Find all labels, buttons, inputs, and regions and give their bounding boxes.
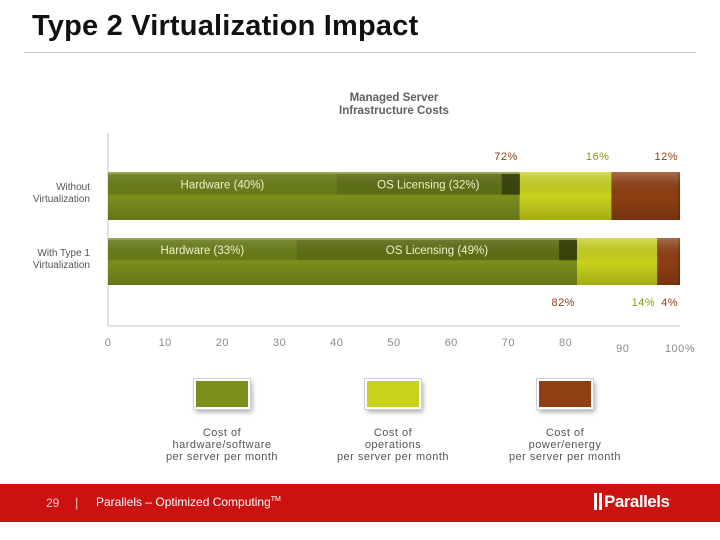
row-label: Virtualization <box>33 260 90 271</box>
segment-label: 16% <box>586 151 610 163</box>
footer-tagline: Parallels – Optimized ComputingTM <box>96 495 281 509</box>
sub-segment-label: Hardware (33%) <box>161 245 245 257</box>
sub-segment-label: OS Licensing (32%) <box>377 179 479 191</box>
legend-label-power-energy: Cost of power/energy per server per mont… <box>508 427 622 463</box>
row-label: With Type 1 <box>37 248 90 259</box>
legend-label-operations: Cost of operations per server per month <box>336 427 450 463</box>
bar-segment-shade <box>577 238 658 285</box>
bar-segment-shade <box>657 238 680 285</box>
bar-edge <box>678 172 680 220</box>
x-tick-label: 100% <box>665 343 695 355</box>
sub-segment-shadow <box>501 174 520 195</box>
segment-label: 4% <box>661 297 678 309</box>
bar-segment-shade <box>108 238 578 285</box>
x-tick-label: 30 <box>273 337 286 349</box>
x-tick-label: 90 <box>616 343 629 355</box>
parallels-logo: Parallels. <box>594 492 671 514</box>
sub-segment-band <box>296 240 578 261</box>
sub-segment-band <box>108 240 297 261</box>
x-tick-label: 0 <box>105 337 112 349</box>
legend-operations: Cost of operations per server per month <box>323 375 463 463</box>
footer-bar: 29 | Parallels – Optimized ComputingTM P… <box>0 484 720 522</box>
row-label: Virtualization <box>33 194 90 205</box>
legend-power-energy: Cost of power/energy per server per mont… <box>495 375 635 463</box>
parallels-bars-icon <box>594 493 604 511</box>
legend-swatch-operations <box>365 379 421 409</box>
title-divider <box>24 52 696 53</box>
slide-title: Type 2 Virtualization Impact <box>32 10 419 42</box>
legend-swatch-hardware-software <box>194 379 250 409</box>
chart-title-line1: Managed Server <box>350 92 439 104</box>
x-tick-label: 10 <box>159 337 172 349</box>
footer-separator: | <box>75 495 79 510</box>
segment-label: 14% <box>632 297 656 309</box>
sub-segment-band <box>108 174 337 195</box>
sub-segment-label: Hardware (40%) <box>181 179 265 191</box>
bar-segment-shade <box>611 172 680 220</box>
row-label: Without <box>56 182 90 193</box>
segment-label: 72% <box>494 151 518 163</box>
page-number: 29 <box>46 496 60 510</box>
x-tick-label: 50 <box>387 337 400 349</box>
sub-segment-label: OS Licensing (49%) <box>386 245 488 257</box>
x-tick-label: 40 <box>330 337 343 349</box>
x-tick-label: 80 <box>559 337 572 349</box>
x-tick-label: 60 <box>445 337 458 349</box>
bar-segment-shade <box>108 172 520 220</box>
segment-label: 12% <box>654 151 678 163</box>
legend-hardware-software: Cost of hardware/software per server per… <box>152 375 292 463</box>
x-tick-label: 20 <box>216 337 229 349</box>
chart-title-line2: Infrastructure Costs <box>339 105 449 117</box>
bar-edge <box>678 238 680 285</box>
sub-segment-band <box>336 174 520 195</box>
bar-segment-shade <box>519 172 612 220</box>
sub-segment-shadow <box>559 240 578 261</box>
x-tick-label: 70 <box>502 337 515 349</box>
legend-swatch-power-energy <box>537 379 593 409</box>
segment-label: 82% <box>552 297 576 309</box>
legend-label-hardware-software: Cost of hardware/software per server per… <box>165 427 279 463</box>
